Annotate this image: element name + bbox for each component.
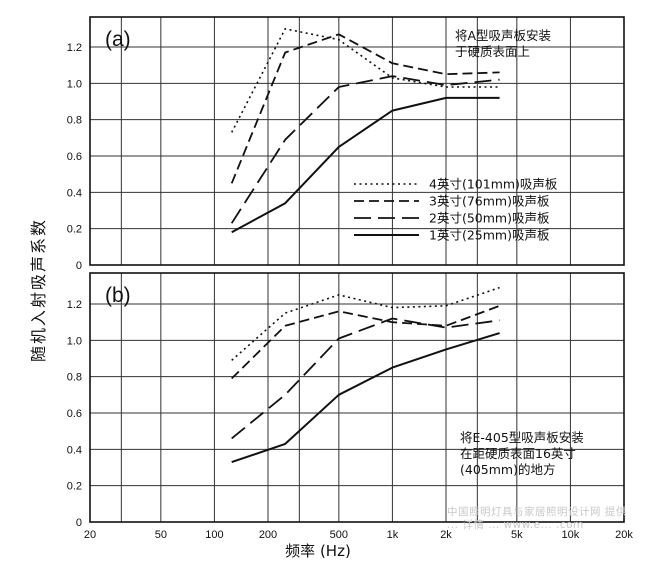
y-tick-label: 0.8	[67, 115, 82, 127]
annotation-text: 在距硬质表面16英寸	[460, 446, 576, 461]
y-tick-label: 1.0	[67, 78, 82, 90]
x-tick-label: 50	[155, 529, 167, 541]
x-tick-label: 200	[259, 529, 277, 541]
y-tick-label: 1.2	[67, 42, 82, 54]
x-tick-label: 20k	[615, 529, 633, 541]
x-tick-label: 1k	[387, 529, 399, 541]
x-tick-label: 100	[205, 529, 223, 541]
series-line-3	[230, 75, 500, 224]
panel-label: (b)	[105, 284, 131, 307]
y-tick-label: 1.2	[67, 299, 82, 311]
series-line-2	[231, 304, 500, 380]
y-tick-label: 0	[76, 517, 82, 529]
annotation-text: 将A型吸声板安装	[455, 28, 551, 43]
series-line-3	[231, 317, 500, 440]
y-tick-label: 0.8	[67, 372, 82, 384]
series-line-4	[231, 332, 500, 464]
x-tick-label: 5k	[511, 529, 523, 541]
x-tick-label: 20	[84, 529, 96, 541]
series-line-4	[231, 96, 500, 234]
annotation-text: (405mm)的地方	[460, 462, 555, 477]
legend-label: 1英寸(25mm)吸声板	[429, 228, 550, 243]
y-tick-label: 0.2	[67, 224, 82, 236]
y-tick-label: 0.2	[67, 481, 82, 493]
legend-label: 3英寸(76mm)吸声板	[429, 194, 550, 209]
svg-text:随机入射吸声系数: 随机入射吸声系数	[29, 218, 48, 362]
y-tick-label: 0.6	[67, 408, 82, 420]
legend-label: 4英寸(101mm)吸声板	[429, 177, 558, 192]
x-tick-label: 500	[330, 529, 348, 541]
legend-label: 2英寸(50mm)吸声板	[429, 211, 550, 226]
annotation-text: 将E-405型吸声板安装	[460, 430, 584, 445]
annotation-text: 于硬质表面上	[455, 44, 530, 59]
plot-frame	[89, 272, 625, 523]
x-axis-label: 频率 (Hz)	[285, 542, 351, 560]
y-tick-label: 0.4	[67, 187, 82, 199]
x-tick-label: 10k	[562, 529, 580, 541]
series-line-1	[230, 27, 500, 133]
series-line-2	[230, 33, 500, 184]
watermark-text: 中国照明灯具与家居照明设计网 提供 ... 详情 ... www.e... .c…	[447, 506, 627, 531]
plot-frame	[89, 16, 625, 266]
panel-label: (a)	[105, 28, 131, 51]
x-tick-label: 2k	[440, 529, 452, 541]
y-tick-label: 1.0	[67, 335, 82, 347]
y-tick-label: 0.4	[67, 444, 82, 456]
y-axis-label: 随机入射吸声系数	[29, 218, 48, 362]
y-tick-label: 0	[76, 260, 82, 272]
series-line-1	[231, 286, 500, 361]
y-tick-label: 0.6	[67, 151, 82, 163]
